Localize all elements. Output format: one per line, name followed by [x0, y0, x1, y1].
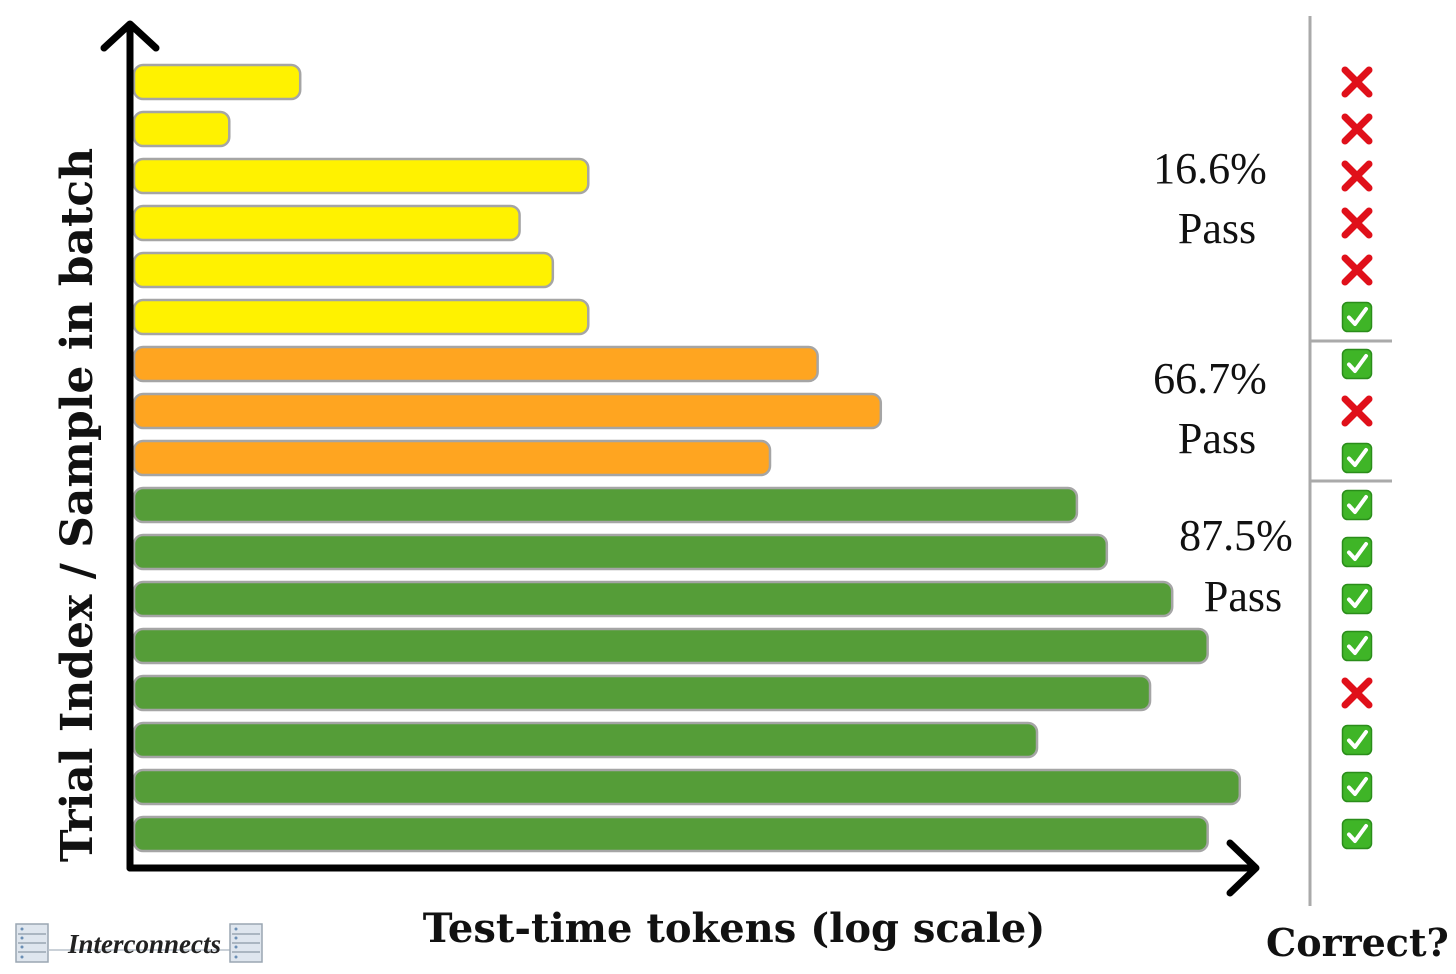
check-mark-icon [1341, 348, 1373, 380]
pass-rate-value-1: 16.6% [1153, 144, 1267, 193]
server-rack-icon [15, 923, 49, 963]
bar-group3-5 [132, 674, 1152, 712]
x-axis-title: Test-time tokens (log scale) [423, 905, 1046, 952]
x-axis-arrowhead [1226, 839, 1260, 897]
check-mark-icon [1341, 536, 1373, 568]
bars-layer [132, 63, 1242, 853]
bar-group3-3 [132, 580, 1174, 618]
correct-column-title: Correct? [1266, 920, 1449, 965]
cross-mark-icon [1341, 113, 1373, 145]
cross-mark-icon [1341, 160, 1373, 192]
bar-group3-1 [132, 486, 1079, 524]
y-axis-arrowhead [100, 20, 160, 52]
check-mark-icon [1341, 489, 1373, 521]
bar-group3-7 [132, 768, 1242, 806]
y-axis-title: Trial Index / Sample in batch [52, 148, 103, 862]
check-mark-icon [1341, 771, 1373, 803]
pass-label-2: Pass [1178, 414, 1256, 463]
correctness-marks [1341, 66, 1373, 850]
axes [100, 20, 1260, 897]
cross-mark-icon [1341, 254, 1373, 286]
bar-group3-8 [132, 815, 1209, 853]
bar-group1-3 [132, 157, 590, 195]
bar-group1-6 [132, 298, 590, 336]
pass-label-1: Pass [1178, 204, 1256, 253]
bar-group3-4 [132, 627, 1209, 665]
check-mark-icon [1341, 818, 1373, 850]
bar-group1-2 [132, 110, 231, 148]
correctness-column-dividers [1308, 16, 1392, 906]
pass-rate-labels: 16.6% Pass 66.7% Pass 87.5% Pass [1153, 144, 1293, 621]
bar-group2-3 [132, 439, 772, 477]
cross-mark-icon [1341, 66, 1373, 98]
pass-rate-value-2: 66.7% [1153, 354, 1267, 403]
bar-group3-2 [132, 533, 1109, 571]
bar-group1-4 [132, 204, 521, 242]
interconnects-logo: Interconnects [15, 923, 263, 963]
pass-label-3: Pass [1204, 572, 1282, 621]
cross-mark-icon [1341, 207, 1373, 239]
cross-mark-icon [1341, 677, 1373, 709]
check-mark-icon [1341, 630, 1373, 662]
cross-mark-icon [1341, 395, 1373, 427]
pass-rate-value-3: 87.5% [1179, 511, 1293, 560]
bar-group3-6 [132, 721, 1039, 759]
check-mark-icon [1341, 301, 1373, 333]
bar-group2-2 [132, 392, 883, 430]
check-mark-icon [1341, 442, 1373, 474]
check-mark-icon [1341, 583, 1373, 615]
bar-group1-1 [132, 63, 302, 101]
server-rack-icon [229, 923, 263, 963]
bar-group1-5 [132, 251, 555, 289]
bar-group2-1 [132, 345, 819, 383]
check-mark-icon [1341, 724, 1373, 756]
logo-text: Interconnects [67, 929, 221, 959]
